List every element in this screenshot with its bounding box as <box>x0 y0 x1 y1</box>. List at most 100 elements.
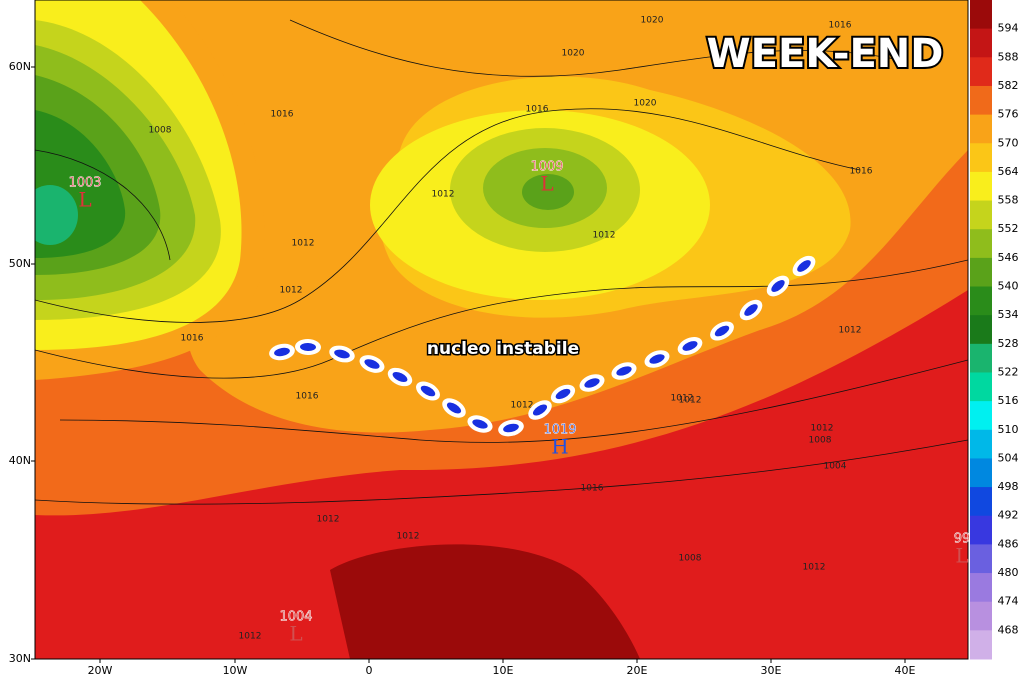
isobar-label: 1016 <box>829 21 852 31</box>
colorbar-swatch <box>970 630 992 660</box>
colorbar-swatch <box>970 200 992 230</box>
colorbar-swatch <box>970 372 992 402</box>
colorbar-swatch <box>970 315 992 345</box>
colorbar-swatch <box>970 171 992 202</box>
lon-label: 0 <box>366 664 373 677</box>
front-dash <box>420 385 436 397</box>
colorbar-label: 594 <box>998 22 1019 35</box>
colorbar-swatch <box>970 57 992 87</box>
colorbar-swatch <box>970 143 992 173</box>
isobar-label: 1016 <box>271 110 294 120</box>
colorbar-swatch <box>970 573 992 603</box>
pressure-value: 1004 <box>279 610 312 625</box>
isobar-label: 1020 <box>634 99 657 109</box>
isobar-label: 1020 <box>641 16 664 26</box>
isobar-label: 1016 <box>581 484 604 494</box>
colorbar-swatch <box>970 286 992 316</box>
lon-label: 40E <box>895 664 916 677</box>
field <box>35 185 78 245</box>
colorbar-label: 510 <box>998 423 1019 436</box>
isobar-label: 1012 <box>593 231 616 241</box>
isobar-label: 1012 <box>292 239 315 249</box>
colorbar-label: 582 <box>998 79 1019 92</box>
front-dash <box>744 304 758 316</box>
colorbar-label: 498 <box>998 480 1019 493</box>
colorbar-label: 558 <box>998 194 1019 207</box>
isobar-label: 1012 <box>839 326 862 336</box>
isobar-label: 1012 <box>511 401 534 411</box>
front-dash <box>532 404 548 416</box>
pressure-value: 1009 <box>530 160 563 175</box>
colorbar-swatch <box>970 257 992 288</box>
colorbar-swatch <box>970 458 992 488</box>
front-dash <box>555 388 571 400</box>
colorbar-swatch <box>970 401 992 431</box>
colorbar-swatch <box>970 601 992 631</box>
field <box>522 174 574 210</box>
pressure-value: 1019 <box>543 423 576 438</box>
lat-label: 30N <box>9 652 31 665</box>
colorbar-label: 534 <box>998 308 1019 321</box>
lon-label: 20W <box>88 664 113 677</box>
isobar-label: 1012 <box>239 632 262 642</box>
colorbar-label: 576 <box>998 108 1019 121</box>
colorbar-swatch <box>970 515 992 545</box>
isobar-label: 1004 <box>824 462 847 472</box>
lat-label: 60N <box>9 60 31 73</box>
front-dash <box>300 342 316 352</box>
pressure-symbol: L <box>955 544 968 568</box>
colorbar-swatch <box>970 544 992 574</box>
pressure-symbol: L <box>540 172 553 196</box>
colorbar-label: 468 <box>998 623 1019 636</box>
colorbar-label: 528 <box>998 337 1019 350</box>
colorbar-label: 570 <box>998 136 1019 149</box>
front-dash <box>503 423 519 433</box>
field <box>330 544 640 659</box>
isobar-label: 1012 <box>811 424 834 434</box>
isobar-label: 1016 <box>296 392 319 402</box>
front-dash <box>649 354 665 364</box>
front-dash <box>364 359 380 369</box>
isobar-label: 1008 <box>149 126 172 136</box>
front-dash <box>334 349 350 359</box>
isobar-label: 1012 <box>671 394 694 404</box>
isobar-label: 1012 <box>397 532 420 542</box>
map-fields <box>35 0 968 659</box>
lon-label: 20E <box>627 664 648 677</box>
front-dash <box>446 402 462 414</box>
isobar-label: 1012 <box>317 515 340 525</box>
colorbar-label: 522 <box>998 365 1019 378</box>
colorbar-label: 540 <box>998 280 1019 293</box>
isobar-labels: 1020102010161020101610081016101210121012… <box>149 16 873 642</box>
lon-label: 10W <box>223 664 248 677</box>
colorbar: 594 588 582 576 570 564 558 552 546 540 534 528 522 5… <box>970 0 1019 660</box>
isobar-label: 1012 <box>280 286 303 296</box>
pressure-symbol: L <box>78 188 91 212</box>
isobar-label: 1016 <box>181 334 204 344</box>
colorbar-swatch <box>970 85 992 116</box>
pressure-symbol: H <box>551 435 568 459</box>
isobar-label: 1020 <box>562 49 585 59</box>
colorbar-swatch <box>970 114 992 144</box>
isobar-label: 1008 <box>679 554 702 564</box>
pressure-symbol: L <box>289 622 302 646</box>
colorbar-swatch <box>970 487 992 517</box>
colorbar-swatch <box>970 429 992 459</box>
colorbar-label: 546 <box>998 251 1019 264</box>
front-dash <box>584 378 600 388</box>
field <box>35 290 968 659</box>
isobar-label: 1016 <box>850 167 873 177</box>
isobar-label: 1012 <box>679 396 702 406</box>
colorbar-label: 492 <box>998 509 1019 522</box>
front-dash <box>472 419 488 429</box>
isobar-label: 1008 <box>809 436 832 446</box>
front-dash <box>274 347 290 357</box>
colorbar-swatch <box>970 229 992 259</box>
front-dash <box>714 325 730 337</box>
colorbar-label: 516 <box>998 394 1019 407</box>
front-dash <box>392 371 408 383</box>
isobar-label: 1012 <box>803 563 826 573</box>
lat-label: 50N <box>9 257 31 270</box>
colorbar-label: 480 <box>998 566 1019 579</box>
